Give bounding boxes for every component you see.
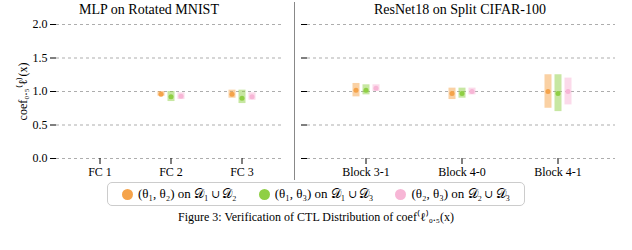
svg-text:Block 4-1: Block 4-1	[534, 165, 582, 179]
svg-text:coef₀.₅⁽ℓ⁾(x): coef₀.₅⁽ℓ⁾(x)	[16, 63, 30, 121]
svg-text:0.5: 0.5	[33, 118, 48, 132]
html-text:MLP on Rotated MNIST: MLP on Rotated MNIST	[79, 2, 219, 17]
svg-text:FC 2: FC 2	[159, 165, 183, 179]
svg-text:Block 3-1: Block 3-1	[342, 165, 390, 179]
svg-text:Block 4-0: Block 4-0	[438, 165, 486, 179]
html-text:(θ₁, θ₃) on 𝒟₁ ∪ 𝒟₃: (θ₁, θ₃) on 𝒟₁ ∪ 𝒟₃	[274, 186, 374, 201]
svg-text:FC 3: FC 3	[230, 165, 254, 179]
svg-text:1.0: 1.0	[33, 84, 48, 98]
svg-text:2.0: 2.0	[33, 18, 48, 31]
html-text:(θ₂, θ₃) on 𝒟₂ ∪ 𝒟₃: (θ₂, θ₃) on 𝒟₂ ∪ 𝒟₃	[411, 186, 511, 201]
html-text:ResNet18 on Split CIFAR-100: ResNet18 on Split CIFAR-100	[374, 2, 546, 17]
svg-text:FC 1: FC 1	[88, 165, 112, 179]
svg-text:1.5: 1.5	[33, 51, 48, 65]
html-text:Figure 3: Verification of CTL: Figure 3: Verification of CTL Distributi…	[178, 210, 454, 224]
svg-text:0.0: 0.0	[33, 151, 48, 165]
html-text:(θ₁, θ₂) on 𝒟₁ ∪ 𝒟₂: (θ₁, θ₂) on 𝒟₁ ∪ 𝒟₂	[137, 186, 237, 201]
